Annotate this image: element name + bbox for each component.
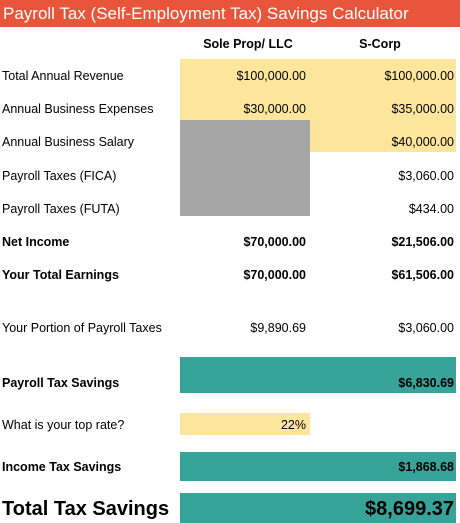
cell-value: $434.00	[408, 202, 454, 216]
row-label: What is your top rate?	[2, 418, 125, 432]
row-label: Annual Business Salary	[2, 135, 135, 149]
row-label: Annual Business Expenses	[2, 102, 154, 116]
highlight-band	[180, 357, 456, 393]
cell-value: $9,890.69	[250, 321, 306, 335]
input-cell[interactable]	[310, 59, 456, 152]
cell-value: $8,699.37	[365, 498, 454, 520]
cell-value: $1,868.68	[398, 460, 454, 474]
cell-value: $70,000.00	[243, 235, 306, 249]
cell-value: $6,830.69	[398, 376, 454, 390]
row-label: Your Portion of Payroll Taxes	[2, 321, 162, 335]
cell-value: $61,506.00	[391, 268, 454, 282]
highlight-band	[180, 493, 456, 523]
cell-value: 22%	[280, 418, 306, 432]
highlight-band	[180, 452, 456, 481]
cell-value: $70,000.00	[243, 268, 306, 282]
row-label: Payroll Taxes (FUTA)	[2, 202, 120, 216]
title: Payroll Tax (Self-Employment Tax) Saving…	[3, 4, 409, 23]
row-label: Your Total Earnings	[2, 268, 119, 282]
row-label: Payroll Tax Savings	[2, 376, 120, 390]
row-label: Net Income	[2, 235, 70, 249]
disabled-cell	[180, 120, 310, 216]
cell-value: $35,000.00	[391, 102, 454, 116]
row-label: Total Tax Savings	[2, 498, 170, 520]
cell-value: $3,060.00	[398, 169, 454, 183]
column-header: Sole Prop/ LLC	[203, 37, 293, 51]
title-bar	[0, 0, 460, 27]
cell-value: $100,000.00	[236, 69, 306, 83]
cell-value: $21,506.00	[391, 235, 454, 249]
input-cell[interactable]	[180, 413, 310, 435]
row-label: Income Tax Savings	[2, 460, 122, 474]
cell-value: $3,060.00	[398, 321, 454, 335]
row-label: Total Annual Revenue	[2, 69, 124, 83]
cell-value: $100,000.00	[384, 69, 454, 83]
column-header: S-Corp	[359, 37, 401, 51]
input-cell[interactable]	[180, 59, 310, 120]
row-label: Payroll Taxes (FICA)	[2, 169, 117, 183]
cell-value: $30,000.00	[243, 102, 306, 116]
cell-value: $40,000.00	[391, 135, 454, 149]
